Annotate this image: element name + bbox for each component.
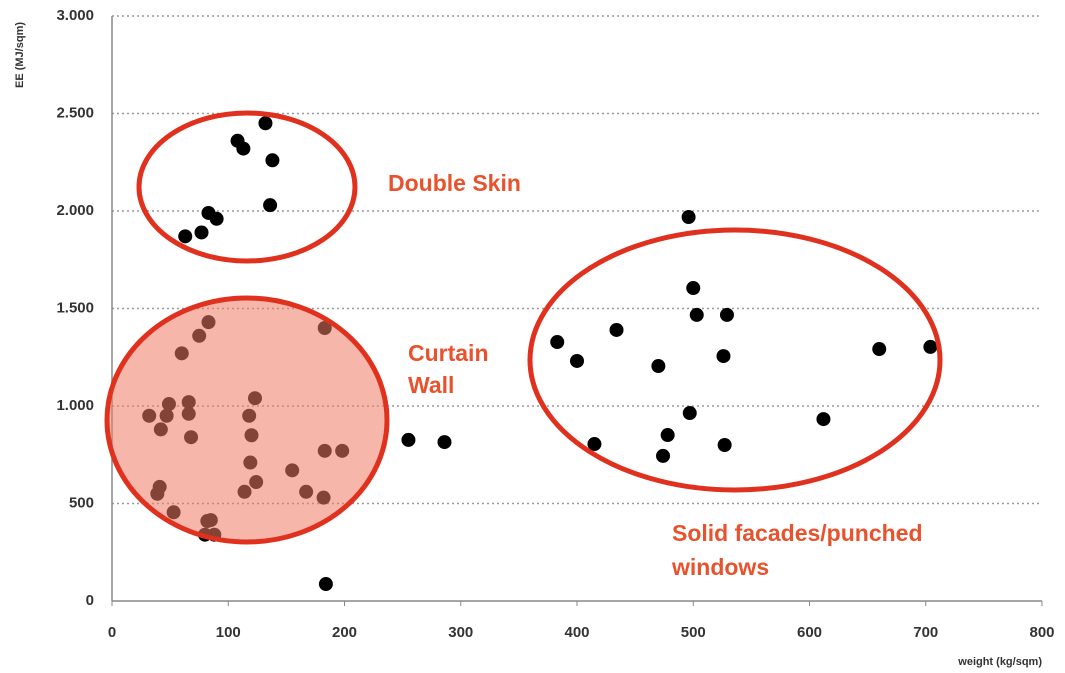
point: [258, 116, 273, 131]
point: [651, 359, 666, 374]
point: [660, 428, 675, 443]
x-tick-label: 600: [797, 624, 822, 641]
point: [609, 322, 624, 337]
x-tick-label: 400: [564, 624, 589, 641]
point: [263, 198, 278, 213]
point: [681, 210, 696, 225]
point: [318, 577, 333, 592]
double-skin-ellipse: [136, 110, 358, 264]
point: [872, 342, 887, 357]
point: [719, 307, 734, 322]
point: [437, 435, 452, 450]
point: [686, 281, 701, 296]
point: [816, 412, 831, 427]
y-tick-label: 500: [69, 494, 94, 511]
curtain-wall-ellipse: [104, 295, 390, 545]
point: [265, 153, 280, 168]
x-tick-label: 200: [332, 624, 357, 641]
y-axis-title: EE (MJ/sqm): [14, 22, 26, 88]
annotation: Solid facades/punched windows: [671, 520, 923, 580]
x-tick-label: 800: [1029, 624, 1054, 641]
solid-facade-ellipse: [527, 227, 943, 493]
point: [550, 335, 565, 350]
x-axis-title: weight (kg/sqm): [957, 656, 1042, 668]
x-tick-label: 700: [913, 624, 938, 641]
x-tick-label: 100: [216, 624, 241, 641]
point: [401, 432, 416, 447]
y-tick-label: 0: [86, 592, 94, 609]
x-tick-label: 500: [681, 624, 706, 641]
point: [587, 437, 602, 452]
x-tick-label: 300: [448, 624, 473, 641]
point: [656, 448, 671, 463]
annotation: Curtain Wall: [408, 340, 489, 398]
point: [689, 307, 704, 322]
point: [716, 349, 731, 364]
point: [682, 406, 697, 421]
y-tick-label: 1.500: [56, 299, 94, 316]
point: [178, 229, 193, 244]
x-tick-label: 0: [108, 624, 116, 641]
y-tick-label: 2.500: [56, 104, 94, 121]
point: [194, 225, 209, 240]
point: [570, 353, 584, 368]
point: [209, 211, 224, 226]
y-tick-label: 1.000: [56, 397, 94, 414]
point: [236, 141, 251, 156]
y-tick-label: 2.000: [56, 202, 94, 219]
point: [923, 339, 938, 354]
annotation: Double Skin: [388, 170, 521, 196]
y-tick-label: 3.000: [56, 7, 94, 24]
point: [717, 438, 732, 452]
